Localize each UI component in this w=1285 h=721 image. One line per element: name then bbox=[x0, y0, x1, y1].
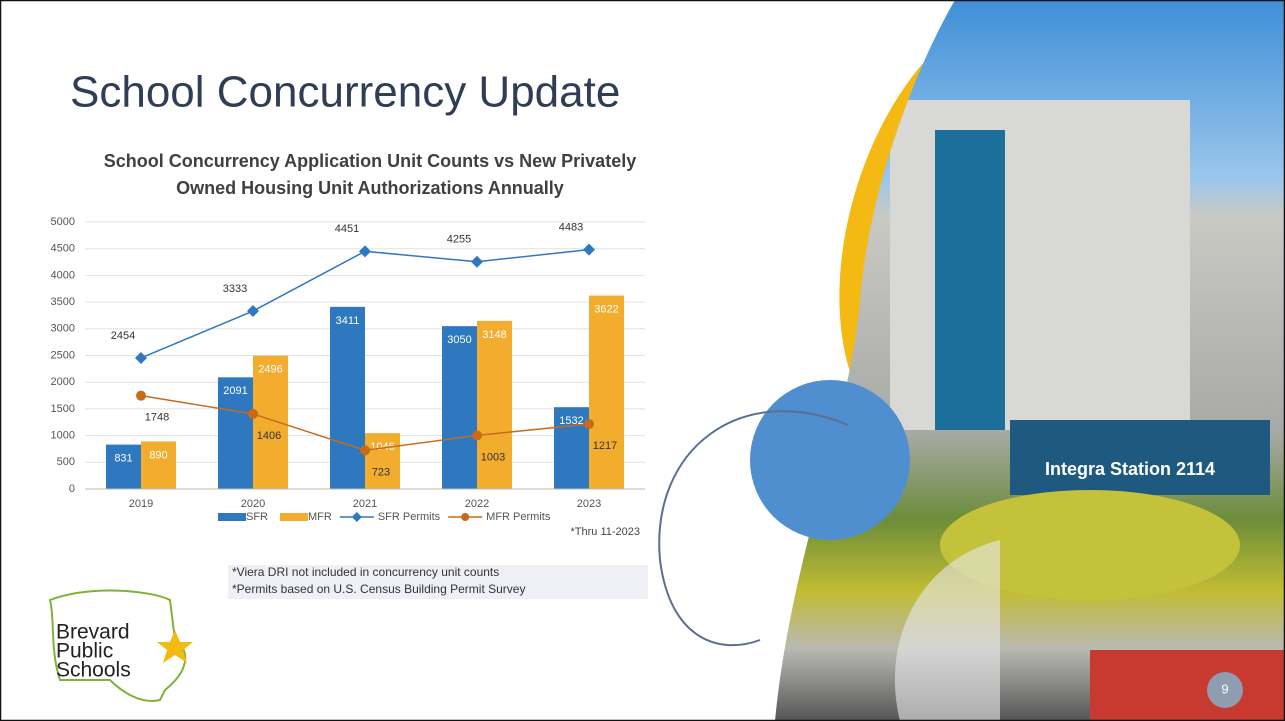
bar bbox=[106, 445, 141, 489]
x-tick-label: 2022 bbox=[465, 498, 489, 510]
marker bbox=[360, 445, 370, 455]
data-label: 2091 bbox=[223, 385, 247, 397]
data-label: 3333 bbox=[223, 283, 247, 295]
bar bbox=[330, 307, 365, 489]
x-tick-label: 2023 bbox=[577, 498, 601, 510]
marker bbox=[359, 245, 371, 257]
decor-circle bbox=[750, 380, 910, 540]
marker bbox=[583, 244, 595, 256]
slide-canvas: Integra Station 2114 School Concurrency … bbox=[0, 0, 1285, 721]
slide: Integra Station 2114 School Concurrency … bbox=[0, 0, 1285, 721]
data-label: 890 bbox=[149, 449, 167, 461]
y-tick-label: 4000 bbox=[51, 269, 75, 281]
data-label: 1406 bbox=[257, 430, 281, 442]
data-label: 2454 bbox=[111, 330, 135, 342]
data-label: 4451 bbox=[335, 223, 359, 235]
logo-text: Schools bbox=[56, 659, 131, 682]
data-label: 3148 bbox=[482, 329, 506, 341]
y-tick-label: 2500 bbox=[51, 349, 75, 361]
bar bbox=[477, 321, 512, 489]
y-tick-label: 3000 bbox=[51, 323, 75, 335]
x-tick-label: 2021 bbox=[353, 498, 377, 510]
legend-label: SFR bbox=[246, 511, 268, 523]
legend-marker bbox=[461, 513, 469, 521]
marker bbox=[135, 352, 147, 364]
y-tick-label: 4500 bbox=[51, 243, 75, 255]
legend-label: SFR Permits bbox=[378, 511, 441, 523]
y-tick-label: 3500 bbox=[51, 296, 75, 308]
note: *Viera DRI not included in concurrency u… bbox=[232, 565, 499, 579]
note: *Permits based on U.S. Census Building P… bbox=[232, 582, 525, 596]
bar bbox=[442, 326, 477, 489]
data-label: 3411 bbox=[336, 315, 360, 327]
marker bbox=[471, 256, 483, 268]
logo-star bbox=[157, 630, 193, 663]
y-tick-label: 5000 bbox=[51, 216, 75, 228]
chart-annotation: *Thru 11-2023 bbox=[570, 526, 640, 538]
data-label: 3050 bbox=[447, 334, 471, 346]
data-label: 2496 bbox=[258, 364, 282, 376]
bar bbox=[589, 296, 624, 489]
legend-swatch bbox=[218, 513, 246, 521]
data-label: 4255 bbox=[447, 234, 471, 246]
chart-title: School Concurrency Application Unit Coun… bbox=[100, 148, 640, 202]
y-tick-label: 500 bbox=[57, 456, 75, 468]
y-tick-label: 0 bbox=[69, 483, 75, 495]
y-tick-label: 1500 bbox=[51, 403, 75, 415]
x-tick-label: 2019 bbox=[129, 498, 153, 510]
legend-marker bbox=[352, 512, 362, 522]
data-label: 4483 bbox=[559, 222, 583, 234]
legend-swatch bbox=[280, 513, 308, 521]
marker bbox=[248, 409, 258, 419]
marker bbox=[584, 419, 594, 429]
marker bbox=[247, 305, 259, 317]
x-tick-label: 2020 bbox=[241, 498, 265, 510]
data-label: 1217 bbox=[593, 440, 617, 452]
page-number: 9 bbox=[1221, 681, 1228, 696]
data-label: 723 bbox=[372, 466, 390, 478]
bar bbox=[253, 356, 288, 489]
marker bbox=[472, 430, 482, 440]
legend-label: MFR Permits bbox=[486, 511, 551, 523]
data-label: 1748 bbox=[145, 412, 169, 424]
svg-text:Integra Station 2114: Integra Station 2114 bbox=[1045, 459, 1215, 479]
data-label: 831 bbox=[114, 453, 132, 465]
marker bbox=[136, 391, 146, 401]
legend-label: MFR bbox=[308, 511, 332, 523]
slide-title: School Concurrency Update bbox=[70, 68, 620, 117]
data-label: 1003 bbox=[481, 451, 505, 463]
y-tick-label: 1000 bbox=[51, 430, 75, 442]
data-label: 3622 bbox=[594, 303, 618, 315]
y-tick-label: 2000 bbox=[51, 376, 75, 388]
